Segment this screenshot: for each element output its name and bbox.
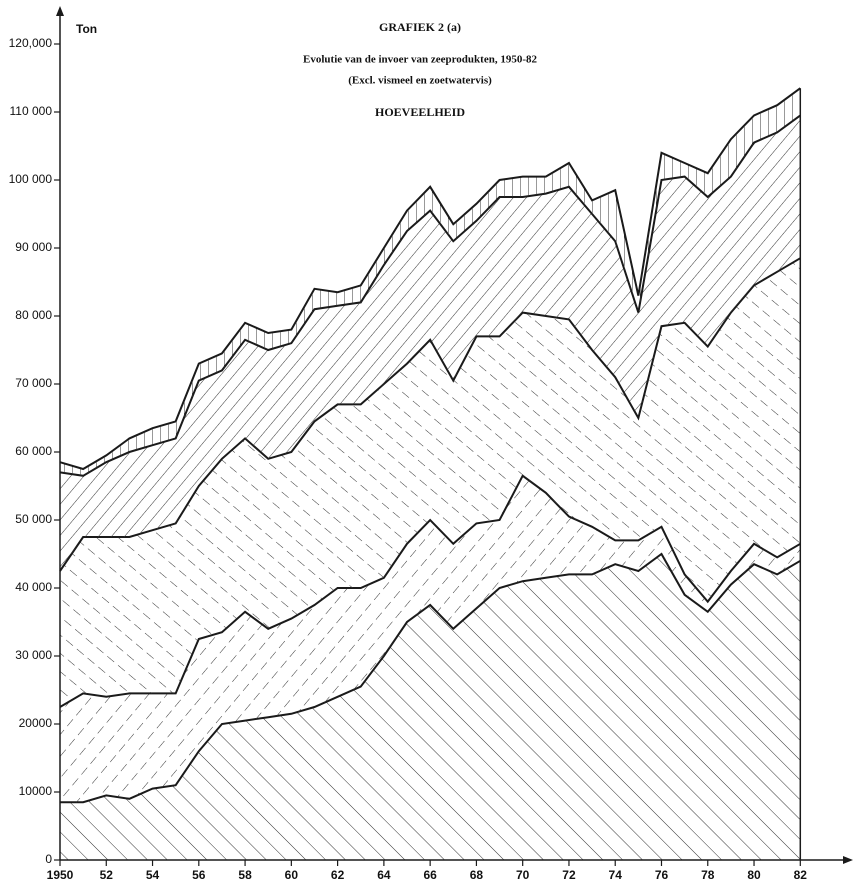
x-tick-label: 76 xyxy=(655,868,669,882)
x-tick-label: 78 xyxy=(701,868,715,882)
area-boundary xyxy=(59,87,801,471)
x-tick-label: 52 xyxy=(100,868,114,882)
y-tick-label: 30 000 xyxy=(15,648,52,662)
y-tick-label: 60 000 xyxy=(15,444,52,458)
x-tick-label: 80 xyxy=(747,868,761,882)
x-tick-label: 66 xyxy=(423,868,437,882)
x-axis-arrow xyxy=(843,856,853,864)
area xyxy=(60,475,801,803)
y-tick-label: 120,000 xyxy=(9,36,53,50)
x-tick-label: 72 xyxy=(562,868,576,882)
area xyxy=(60,115,801,572)
x-tick-label: 82 xyxy=(794,868,808,882)
y-tick-label: 70 000 xyxy=(15,376,52,390)
title-box xyxy=(230,12,610,130)
chart-title: GRAFIEK 2 (a) xyxy=(379,20,461,34)
y-tick-label: 90 000 xyxy=(15,240,52,254)
y-axis-arrow xyxy=(56,6,64,16)
chart-heading: HOEVEELHEID xyxy=(375,105,465,119)
x-tick-label: 60 xyxy=(285,868,299,882)
x-tick-label: 54 xyxy=(146,868,160,882)
x-tick-label: 58 xyxy=(238,868,252,882)
y-tick-label: 0 xyxy=(45,852,52,866)
area xyxy=(60,554,801,860)
plot-area xyxy=(59,87,802,860)
chart-subtitle: Evolutie van de invoer van zeeprodukten,… xyxy=(303,54,537,66)
x-tick-label: 62 xyxy=(331,868,345,882)
x-tick-label: 1950 xyxy=(47,868,74,882)
y-tick-label: 40 000 xyxy=(15,580,52,594)
x-tick-label: 56 xyxy=(192,868,206,882)
y-tick-label: 50 000 xyxy=(15,512,52,526)
x-tick-label: 68 xyxy=(470,868,484,882)
y-tick-label: 80 000 xyxy=(15,308,52,322)
y-tick-label: 20000 xyxy=(19,716,53,730)
chart-note: (Excl. vismeel en zoetwatervis) xyxy=(348,75,492,87)
y-tick-label: 100 000 xyxy=(9,172,53,186)
y-tick-label: 110 000 xyxy=(10,104,53,118)
y-axis-label: Ton xyxy=(76,22,97,36)
area xyxy=(60,258,801,707)
y-tick-label: 10000 xyxy=(19,784,53,798)
x-tick-label: 64 xyxy=(377,868,391,882)
x-tick-label: 74 xyxy=(609,868,623,882)
x-tick-label: 70 xyxy=(516,868,530,882)
